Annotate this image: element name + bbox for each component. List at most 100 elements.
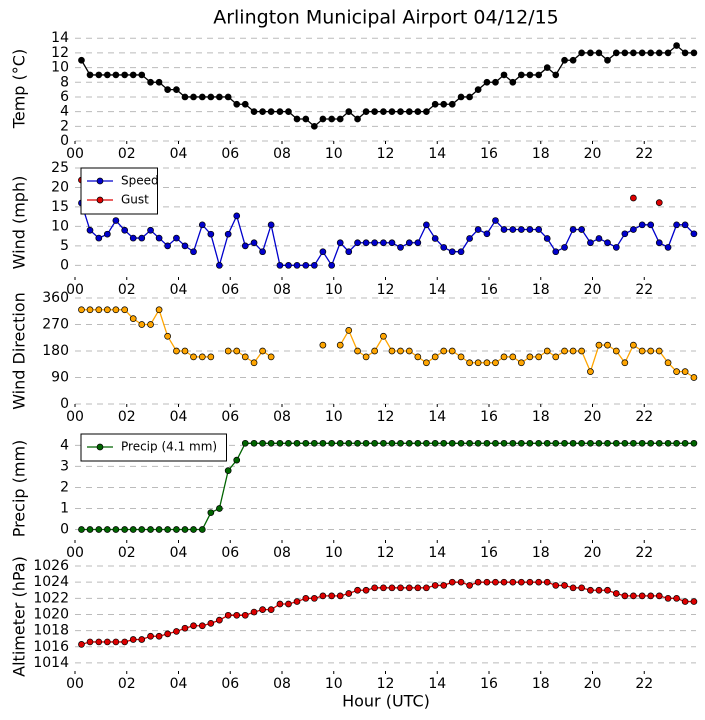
data-point xyxy=(587,586,594,594)
data-point xyxy=(517,359,525,367)
data-point xyxy=(552,248,560,256)
legend-label: Gust xyxy=(121,193,149,207)
x-tick-label: 06 xyxy=(221,676,239,692)
data-point xyxy=(86,306,94,314)
data-point xyxy=(86,638,94,646)
data-point xyxy=(155,78,163,86)
data-point xyxy=(543,235,551,242)
data-point xyxy=(388,108,396,115)
data-point xyxy=(319,341,327,349)
data-point xyxy=(397,347,404,355)
data-point xyxy=(569,226,577,233)
y-axis-label: Precip (mm) xyxy=(10,440,29,538)
data-point xyxy=(638,439,646,447)
data-point xyxy=(655,592,663,600)
data-point xyxy=(181,526,189,533)
data-point xyxy=(276,600,284,608)
data-point xyxy=(207,620,215,627)
data-point xyxy=(621,592,629,600)
data-point xyxy=(336,592,344,600)
data-point xyxy=(466,359,473,367)
x-tick-label: 02 xyxy=(118,409,136,425)
data-point xyxy=(604,239,611,247)
data-point xyxy=(655,347,663,355)
data-point xyxy=(336,115,344,123)
data-point xyxy=(103,526,111,533)
data-point xyxy=(354,347,361,355)
data-point xyxy=(664,594,672,602)
y-tick-label: 0 xyxy=(60,396,69,412)
data-point xyxy=(414,584,422,592)
data-point xyxy=(655,49,663,57)
y-tick-label: 25 xyxy=(51,160,69,176)
data-point xyxy=(543,578,551,586)
data-point xyxy=(517,226,525,233)
legend-label: Precip (4.1 mm) xyxy=(121,440,217,454)
data-point xyxy=(492,78,499,86)
data-point xyxy=(112,526,120,533)
data-point xyxy=(103,638,111,646)
data-point xyxy=(440,439,448,447)
data-point xyxy=(612,347,620,355)
data-point xyxy=(397,584,404,592)
data-point xyxy=(681,598,689,605)
data-point xyxy=(241,353,249,361)
y-tick-label: 0 xyxy=(60,133,69,149)
data-point xyxy=(612,49,620,57)
data-point xyxy=(638,347,646,355)
y-tick-label: 8 xyxy=(60,74,69,90)
y-tick-label: 12 xyxy=(51,45,69,61)
y-tick-label: 1020 xyxy=(33,606,69,622)
data-point xyxy=(681,49,689,57)
data-point xyxy=(224,347,232,355)
data-point xyxy=(224,230,232,238)
x-tick-label: 02 xyxy=(118,676,136,692)
data-point xyxy=(457,578,465,586)
data-point xyxy=(578,584,585,592)
data-point xyxy=(241,242,249,250)
data-point xyxy=(267,353,275,361)
legend-label: Speed xyxy=(121,174,159,188)
data-point xyxy=(397,108,404,115)
data-point xyxy=(448,439,456,447)
x-tick-label: 18 xyxy=(532,282,550,298)
data-point xyxy=(457,353,465,361)
data-point xyxy=(440,582,448,589)
data-point xyxy=(121,526,129,533)
data-point xyxy=(612,439,620,447)
data-point xyxy=(604,586,611,594)
data-point xyxy=(569,584,577,592)
data-point xyxy=(431,582,439,589)
y-tick-label: 90 xyxy=(51,370,69,386)
data-point xyxy=(621,230,629,238)
data-point xyxy=(638,592,646,600)
x-tick-label: 16 xyxy=(480,409,498,425)
data-point xyxy=(457,439,465,447)
x-tick-label: 14 xyxy=(428,409,446,425)
data-point xyxy=(457,248,465,256)
x-tick-label: 22 xyxy=(635,409,653,425)
data-point xyxy=(500,71,508,79)
data-point xyxy=(121,638,129,646)
data-point xyxy=(621,439,629,447)
data-point xyxy=(681,439,689,447)
data-point xyxy=(155,306,163,314)
data-point xyxy=(276,108,284,115)
x-tick-label: 20 xyxy=(584,146,602,162)
data-point xyxy=(198,526,206,533)
x-tick-label: 04 xyxy=(170,146,188,162)
data-point xyxy=(354,115,361,123)
data-point xyxy=(587,239,594,247)
y-tick-label: 270 xyxy=(42,317,69,333)
data-point xyxy=(673,221,680,229)
data-point xyxy=(285,261,292,269)
data-point xyxy=(328,115,336,123)
data-point xyxy=(578,226,585,233)
data-point xyxy=(561,244,568,251)
x-tick-label: 04 xyxy=(170,282,188,298)
x-tick-label: 12 xyxy=(377,676,395,692)
data-point xyxy=(673,439,680,447)
data-point xyxy=(259,347,266,355)
data-point xyxy=(423,584,430,592)
data-point xyxy=(474,226,482,233)
